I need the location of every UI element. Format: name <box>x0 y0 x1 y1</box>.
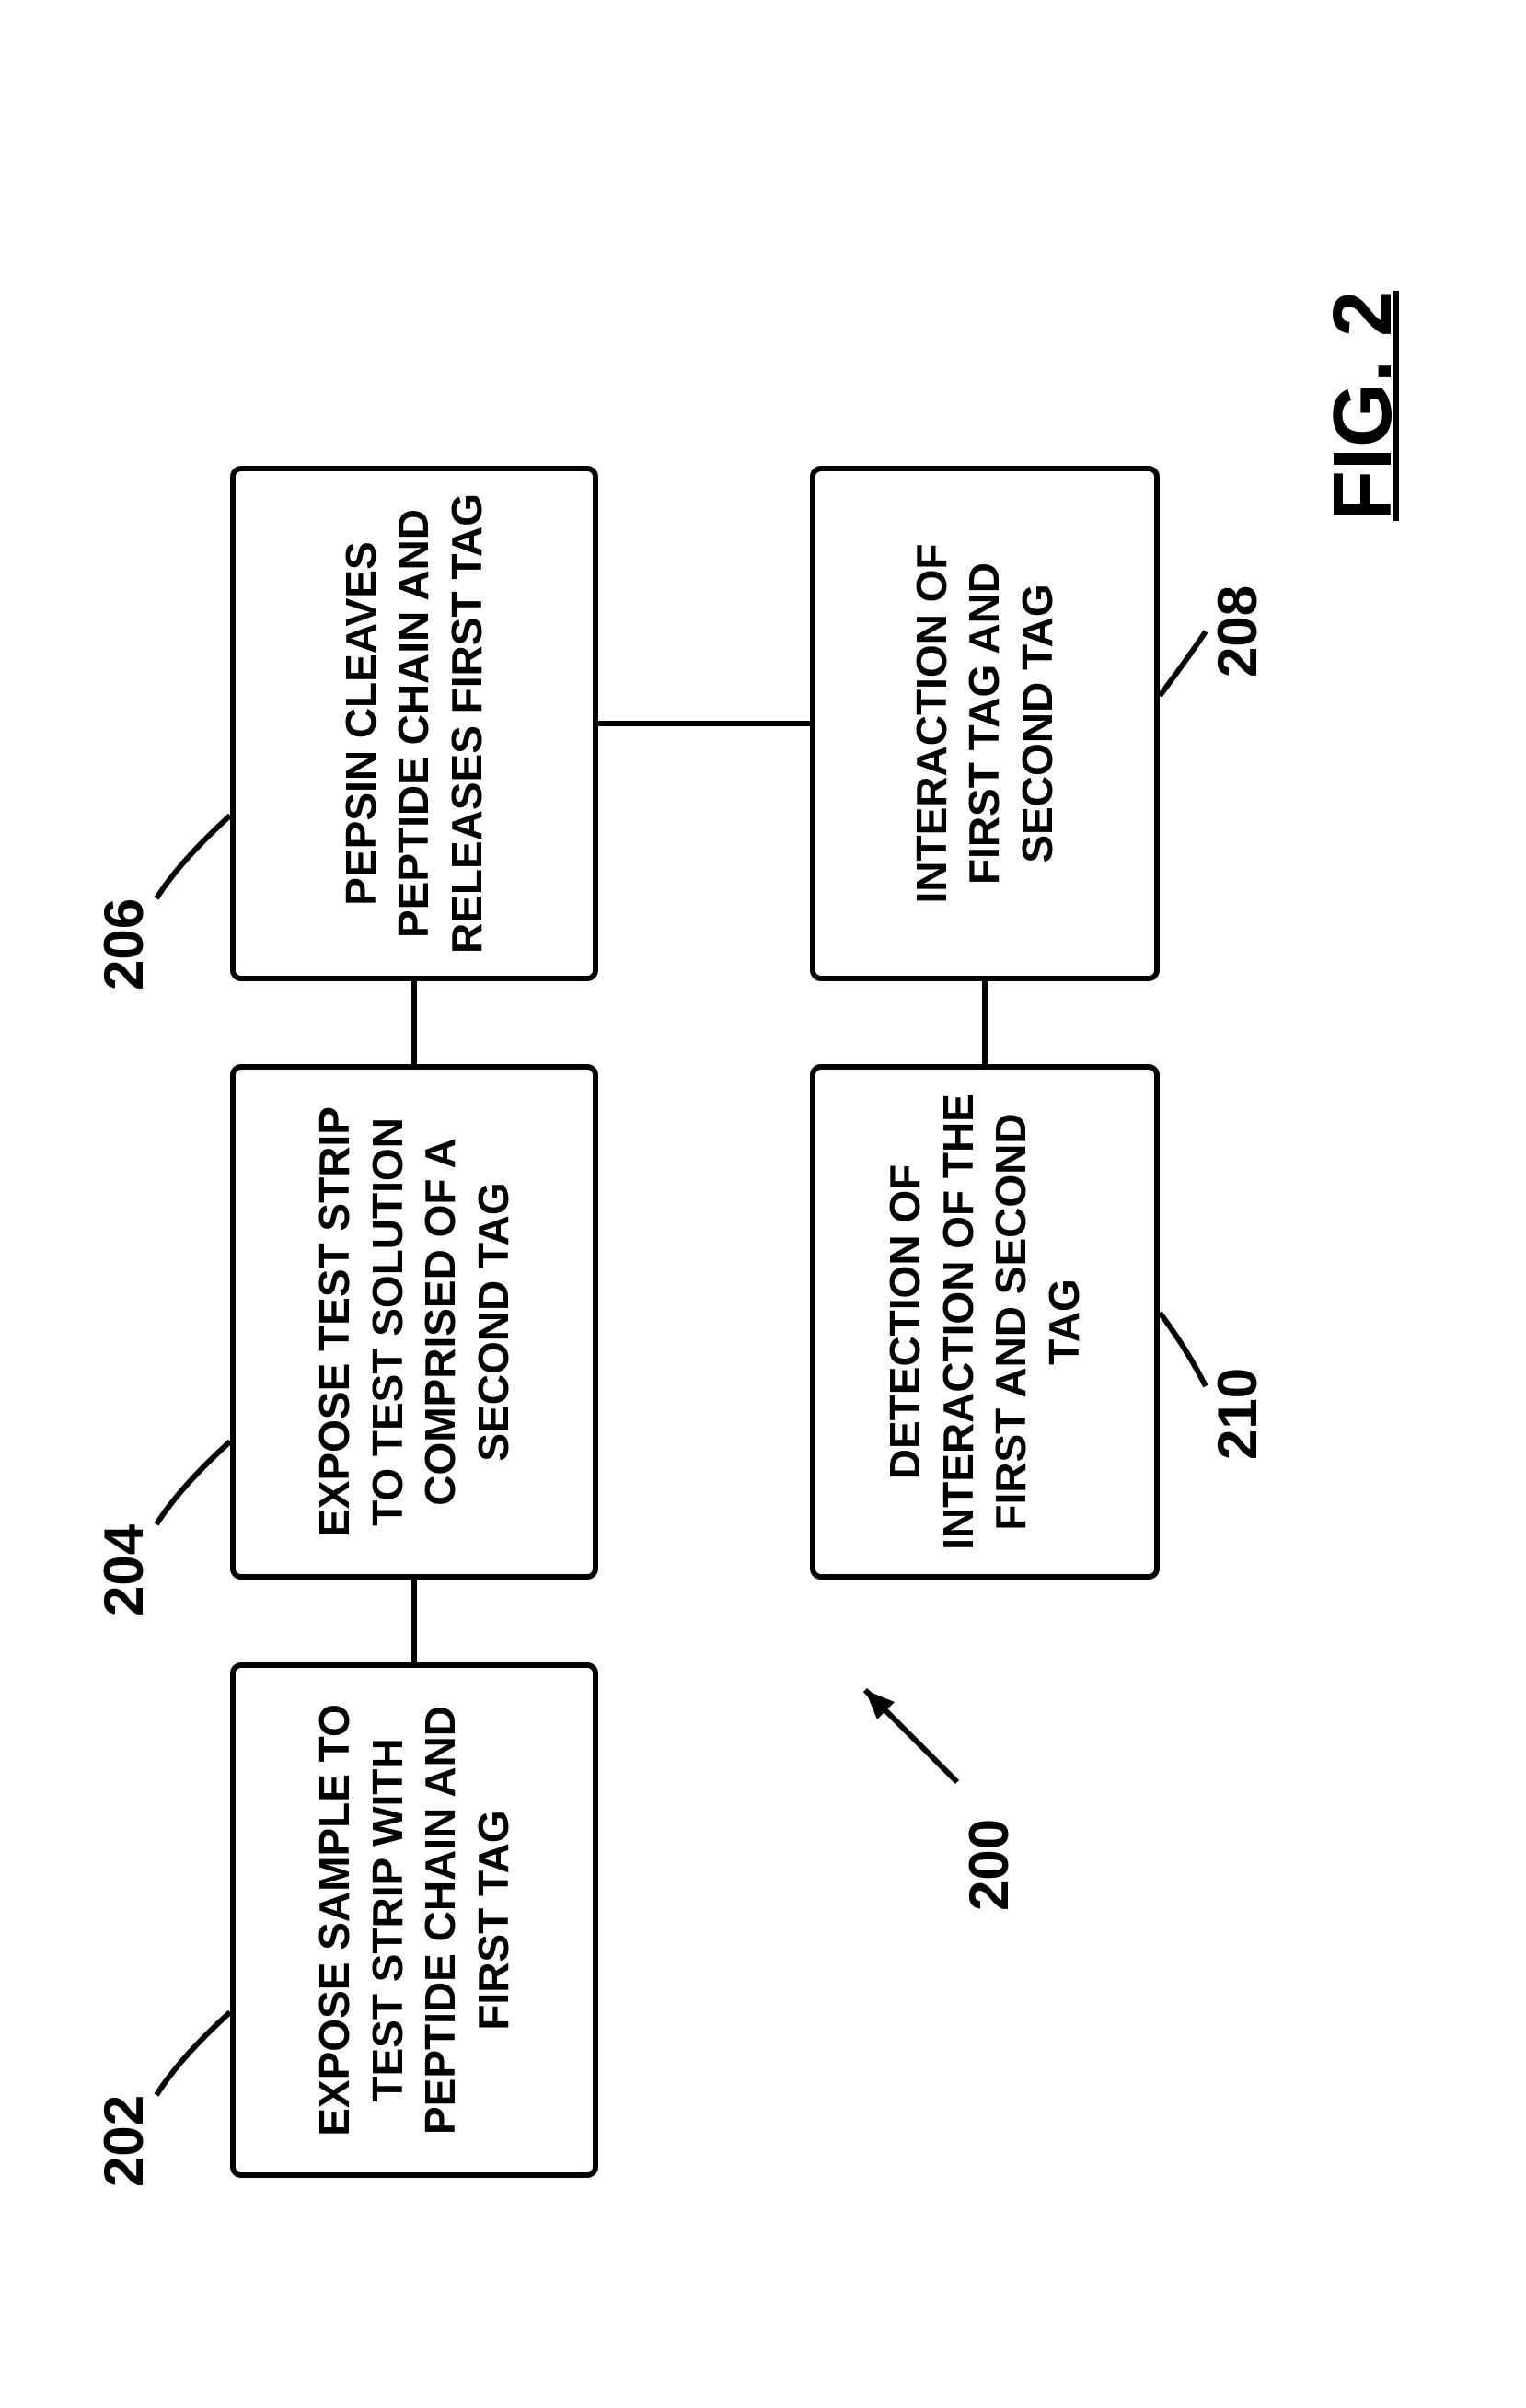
flowchart-diagram: EXPOSE SAMPLE TO TEST STRIP WITH PEPTIDE… <box>0 0 1526 2408</box>
figure-caption: FIG. 2 <box>1316 291 1411 521</box>
arrow-200 <box>0 0 1526 2408</box>
